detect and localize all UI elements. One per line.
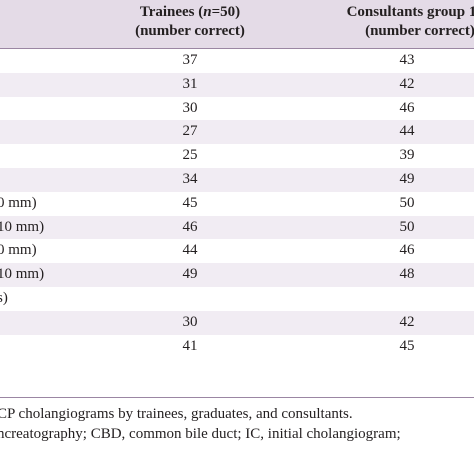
header-trainees-title: Trainees (: [139, 4, 204, 20]
header-trainees: Trainees (n=50) (number correct): [100, 3, 280, 41]
header-trainees-n: n: [203, 4, 212, 20]
table-bottom-rule: [0, 397, 474, 398]
header-consultants-line2: (number correct): [365, 23, 474, 39]
table-row: 27 44: [0, 120, 474, 145]
table-row: 31 42: [0, 72, 474, 97]
table-row: 10 mm) 49 48: [0, 263, 474, 287]
cell-trainees: 30: [182, 313, 198, 330]
cell-consultants-group-1: 46: [399, 242, 415, 259]
table-row: 0 mm) 44 46: [0, 239, 474, 263]
cell-consultants-group-1: 49: [399, 171, 415, 187]
table-row: 25 39: [0, 144, 474, 168]
table-row: 30 46: [0, 97, 474, 121]
cell-consultants-group-1: 46: [399, 99, 415, 116]
table-row: 30 42: [0, 310, 474, 335]
header-trainees-line2: (number correct): [135, 23, 245, 39]
cell-consultants-group-1: 39: [399, 147, 415, 164]
cell-trainees: 27: [182, 123, 198, 140]
cell-consultants-group-1: 45: [399, 337, 415, 354]
row-label: s): [0, 290, 8, 306]
cell-trainees: 44: [182, 242, 198, 259]
cell-consultants-group-1: 50: [399, 194, 415, 211]
row-label: 10 mm): [0, 266, 45, 283]
table-footnote-line-2: ncreatography; CBD, common bile duct; IC…: [0, 426, 401, 442]
table-row: 10 mm) 46 50: [0, 215, 474, 240]
header-consultants-group-1: Consultants group 1 (n (number correct): [300, 3, 474, 41]
header-trainees-line1: Trainees (n=50): [100, 3, 280, 22]
table-row: s): [0, 287, 474, 311]
cell-trainees: 37: [182, 52, 198, 68]
cell-trainees: 41: [182, 337, 198, 354]
row-label: 0 mm): [0, 242, 37, 259]
cell-consultants-group-1: 43: [399, 52, 415, 68]
cell-consultants-group-1: 44: [399, 123, 415, 140]
cell-trainees: 49: [182, 266, 198, 283]
cell-trainees: 46: [182, 218, 198, 235]
cell-consultants-group-1: 42: [399, 75, 415, 92]
row-label: 10 mm): [0, 218, 45, 235]
header-trainees-count: =50): [211, 4, 241, 20]
cell-trainees: 31: [182, 75, 198, 92]
table-header: Trainees (n=50) (number correct) Consult…: [0, 0, 474, 49]
table-footnote-line-1: CP cholangiograms by trainees, graduates…: [0, 406, 353, 422]
table-row: 0 mm) 45 50: [0, 192, 474, 216]
table-row: 41 45: [0, 335, 474, 359]
cell-consultants-group-1: 42: [399, 313, 415, 330]
cell-trainees: 25: [182, 147, 198, 164]
cell-consultants-group-1: 48: [399, 266, 415, 283]
cell-trainees: 30: [182, 99, 198, 116]
cell-trainees: 34: [182, 171, 198, 187]
header-consultants-line1: Consultants group 1 (n: [300, 3, 474, 22]
table-row: 37 43: [0, 49, 474, 73]
row-label: 0 mm): [0, 194, 37, 211]
cell-trainees: 45: [182, 194, 198, 211]
table-row: 34 49: [0, 168, 474, 192]
cell-consultants-group-1: 50: [399, 218, 415, 235]
header-consultants-title: Consultants group 1 (: [346, 4, 474, 20]
